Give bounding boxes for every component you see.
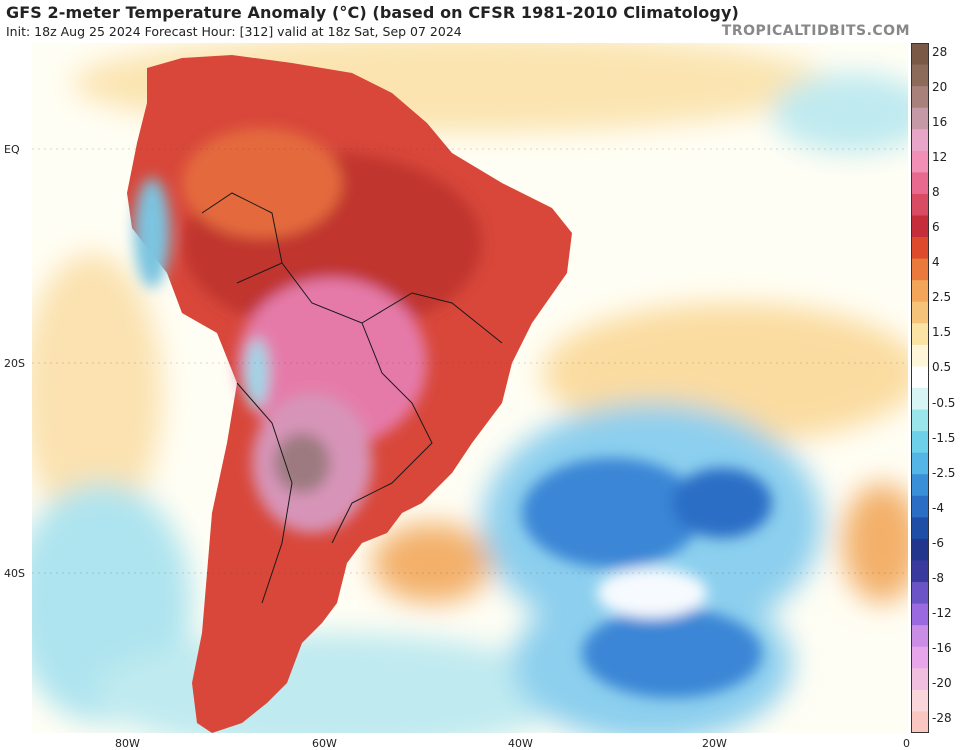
- colorbar-swatch: [911, 323, 929, 346]
- ocean-warm-atl-east: [842, 483, 908, 603]
- colorbar-swatch: [911, 388, 929, 411]
- colorbar-tick-label: -28: [932, 711, 952, 725]
- ocean-warm-west: [32, 253, 162, 533]
- land-andes-cool: [134, 178, 170, 288]
- colorbar-tick-label: -20: [932, 675, 952, 690]
- colorbar-swatch: [911, 625, 929, 648]
- country-borders: [201, 192, 503, 604]
- ocean-cool-north: [772, 73, 908, 153]
- colorbar-tick-label: 1.5: [932, 325, 952, 340]
- colorbar-tick-label: -12: [932, 605, 952, 620]
- colorbar-swatch: [911, 193, 929, 216]
- neutral-gap: [597, 568, 707, 618]
- colorbar-swatch: [911, 86, 929, 109]
- ocean-orange-sw: [372, 523, 492, 603]
- colorbar-tick-label: -0.5: [932, 395, 956, 410]
- colorbar-swatch: [911, 43, 929, 66]
- lat-label-eq: EQ: [4, 143, 20, 156]
- colorbar-tick-label: 12: [932, 150, 948, 165]
- lat-label-40s: 40S: [4, 567, 25, 580]
- colorbar-swatch: [911, 215, 929, 238]
- grid-lines: [32, 148, 908, 574]
- land-orange-north: [182, 128, 342, 238]
- colorbar-tick-label: 16: [932, 115, 948, 130]
- colorbar-tick-label: 28: [932, 45, 948, 59]
- colorbar-swatch: [911, 582, 929, 605]
- colorbar-swatch: [911, 409, 929, 432]
- colorbar-swatch: [911, 107, 929, 130]
- colorbar-tick-label: -8: [932, 570, 944, 585]
- colorbar-swatch: [911, 258, 929, 281]
- colorbar-swatch: [911, 301, 929, 324]
- map-subtitle: Init: 18z Aug 25 2024 Forecast Hour: [31…: [6, 24, 462, 39]
- colorbar-tick-label: 20: [932, 80, 948, 95]
- colorbar-swatch: [911, 431, 929, 454]
- colorbar-swatch: [911, 280, 929, 303]
- watermark: TROPICALTIDBITS.COM: [721, 23, 910, 39]
- colorbar-tick-label: 6: [932, 220, 940, 235]
- land-extreme-3: [274, 433, 330, 493]
- map-title: GFS 2-meter Temperature Anomaly (°C) (ba…: [6, 3, 739, 22]
- cold-anomaly-2: [672, 468, 772, 538]
- lon-label-40w: 40W: [508, 737, 533, 750]
- colorbar-swatch: [911, 129, 929, 152]
- colorbar-swatch: [911, 538, 929, 561]
- colorbar-swatch: [911, 64, 929, 87]
- colorbar-swatch: [911, 711, 929, 733]
- colorbar-swatch: [911, 150, 929, 173]
- lon-label-60w: 60W: [312, 737, 337, 750]
- colorbar-tick-label: -4: [932, 500, 944, 515]
- lat-label-20s: 20S: [4, 357, 25, 370]
- colorbar-swatch: [911, 603, 929, 626]
- colorbar: [911, 43, 929, 733]
- colorbar-tick-label: 0.5: [932, 360, 952, 375]
- colorbar-swatch: [911, 668, 929, 691]
- lon-label-80w: 80W: [115, 737, 140, 750]
- colorbar-swatch: [911, 495, 929, 518]
- colorbar-swatch: [911, 646, 929, 669]
- land-andes-cool-2: [245, 338, 269, 408]
- colorbar-tick-label: -16: [932, 640, 952, 655]
- colorbar-tick-label: 4: [932, 255, 940, 270]
- colorbar-swatch: [911, 474, 929, 497]
- colorbar-tick-label: 2.5: [932, 290, 952, 305]
- colorbar-tick-label: -1.5: [932, 430, 956, 445]
- colorbar-swatch: [911, 560, 929, 583]
- cold-anomaly-1: [522, 458, 702, 568]
- colorbar-swatch: [911, 452, 929, 475]
- lon-label-20w: 20W: [702, 737, 727, 750]
- colorbar-swatch: [911, 172, 929, 195]
- map-canvas: [32, 43, 908, 733]
- colorbar-swatch: [911, 344, 929, 367]
- colorbar-tick-label: -6: [932, 535, 944, 550]
- colorbar-tick-label: -2.5: [932, 465, 956, 480]
- colorbar-swatch: [911, 237, 929, 260]
- colorbar-tick-label: 8: [932, 185, 940, 200]
- colorbar-swatch: [911, 366, 929, 389]
- anomaly-map: [32, 43, 908, 733]
- lon-label-0: 0: [903, 737, 910, 750]
- cold-anomaly-3: [582, 608, 762, 698]
- colorbar-swatch: [911, 689, 929, 712]
- colorbar-swatch: [911, 517, 929, 540]
